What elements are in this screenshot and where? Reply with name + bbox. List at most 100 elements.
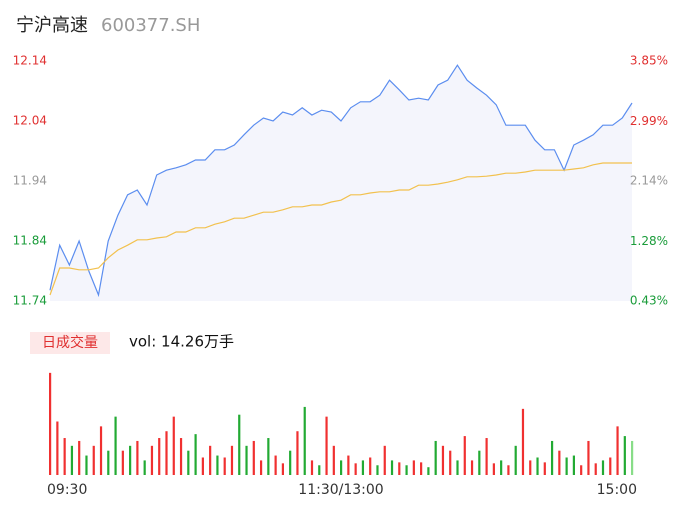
volume-bar bbox=[361, 460, 365, 475]
volume-bar bbox=[449, 450, 452, 475]
volume-bar bbox=[107, 450, 110, 475]
volume-bar bbox=[187, 450, 190, 475]
y2-tick-label: 2.99% bbox=[630, 114, 668, 128]
volume-bar bbox=[238, 414, 241, 475]
volume-bar bbox=[70, 445, 74, 475]
volume-bar bbox=[572, 455, 575, 475]
volume-bar bbox=[85, 455, 88, 475]
volume-bar bbox=[303, 406, 306, 475]
volume-bar bbox=[507, 465, 510, 475]
y2-tick-label: 1.28% bbox=[630, 234, 668, 248]
y2-tick-label: 3.85% bbox=[630, 54, 668, 68]
volume-bar bbox=[230, 445, 234, 475]
volume-bar bbox=[63, 438, 66, 475]
volume-bar bbox=[478, 450, 481, 475]
volume-bar bbox=[99, 426, 103, 475]
volume-bar bbox=[514, 445, 517, 475]
volume-bar bbox=[398, 462, 401, 475]
volume-bar bbox=[274, 455, 277, 475]
volume-bar bbox=[289, 450, 292, 475]
volume-total: vol: 14.26万手 bbox=[129, 333, 234, 351]
volume-title-bg bbox=[30, 332, 110, 354]
volume-bar bbox=[318, 465, 321, 475]
volume-bar bbox=[376, 465, 379, 475]
volume-bar bbox=[390, 460, 394, 475]
x-tick-label: 15:00 bbox=[597, 482, 637, 498]
volume-bar bbox=[420, 462, 423, 475]
volume-bar bbox=[616, 426, 619, 475]
y-tick-label: 12.04 bbox=[13, 114, 47, 128]
volume-bar bbox=[536, 457, 539, 475]
volume-bar bbox=[179, 438, 183, 475]
volume-bar bbox=[165, 431, 168, 475]
volume-bar bbox=[150, 445, 154, 475]
volume-bar bbox=[158, 438, 161, 475]
volume-bar bbox=[49, 372, 52, 475]
volume-bar bbox=[340, 460, 343, 475]
price-line bbox=[49, 64, 633, 298]
volume-bar bbox=[558, 450, 561, 475]
y-tick-label: 11.74 bbox=[13, 294, 47, 308]
volume-bar bbox=[492, 463, 495, 475]
volume-bar bbox=[252, 440, 255, 475]
volume-bar bbox=[172, 416, 175, 475]
x-tick-label: 09:30 bbox=[47, 482, 87, 498]
volume-bar bbox=[623, 436, 626, 475]
volume-bar bbox=[470, 460, 474, 475]
volume-bar bbox=[383, 445, 386, 475]
volume-bar bbox=[485, 438, 488, 475]
volume-bar bbox=[56, 421, 59, 475]
volume-bar bbox=[194, 434, 197, 475]
volume-bar bbox=[601, 460, 605, 475]
volume-bar bbox=[325, 416, 328, 475]
volume-bar bbox=[201, 457, 204, 475]
volume-bar bbox=[216, 455, 219, 475]
volume-bar bbox=[121, 450, 124, 475]
y-tick-label: 11.84 bbox=[13, 234, 47, 248]
price-area bbox=[50, 65, 632, 301]
volume-bar bbox=[441, 445, 445, 475]
volume-bar bbox=[281, 463, 284, 475]
volume-bar bbox=[92, 445, 95, 475]
volume-bar bbox=[405, 465, 408, 475]
volume-bar bbox=[463, 436, 466, 475]
volume-bar bbox=[245, 445, 248, 475]
volume-bar bbox=[78, 440, 81, 475]
volume-bar bbox=[521, 408, 525, 475]
volume-bar bbox=[296, 431, 299, 475]
volume-bar bbox=[223, 457, 226, 475]
x-tick-label: 11:30/13:00 bbox=[298, 482, 383, 498]
volume-bar bbox=[209, 445, 212, 475]
volume-bar bbox=[550, 440, 554, 475]
volume-bar bbox=[456, 460, 459, 475]
volume-bar bbox=[500, 460, 503, 475]
y2-tick-label: 0.43% bbox=[630, 294, 668, 308]
volume-bar bbox=[529, 460, 532, 475]
volume-bar bbox=[310, 460, 314, 475]
volume-bar bbox=[354, 463, 357, 475]
volume-bar bbox=[347, 455, 350, 475]
volume-bar bbox=[136, 440, 139, 475]
stock-code: 600377.SH bbox=[101, 15, 200, 36]
y-tick-label: 12.14 bbox=[13, 54, 47, 68]
y2-tick-label: 2.14% bbox=[630, 174, 668, 188]
volume-bar bbox=[427, 467, 430, 475]
volume-bar bbox=[580, 465, 583, 475]
volume-bar bbox=[259, 460, 263, 475]
y-tick-label: 11.94 bbox=[13, 174, 47, 188]
volume-bar bbox=[332, 445, 335, 475]
volume-bar bbox=[129, 445, 132, 475]
volume-bar bbox=[412, 460, 415, 475]
volume-bar bbox=[543, 462, 546, 475]
volume-bar bbox=[114, 416, 117, 475]
volume-bar bbox=[434, 440, 437, 475]
volume-bar bbox=[594, 463, 597, 475]
volume-bar bbox=[267, 438, 270, 475]
volume-title: 日成交量 bbox=[42, 334, 98, 351]
volume-bar bbox=[143, 460, 146, 475]
average-line bbox=[49, 162, 632, 296]
volume-bar bbox=[587, 440, 590, 475]
volume-bar bbox=[631, 440, 634, 475]
volume-bar bbox=[609, 457, 612, 475]
stock-name: 宁沪高速 bbox=[16, 15, 88, 36]
